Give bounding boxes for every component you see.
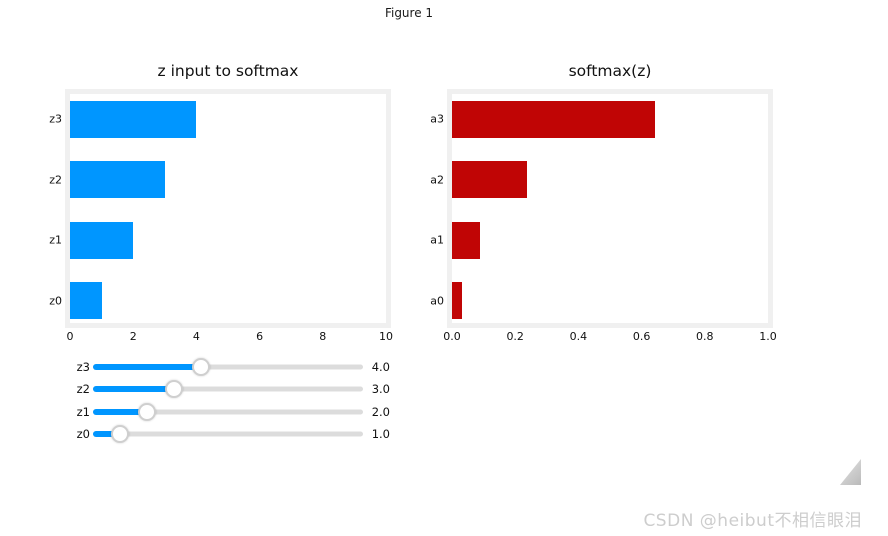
slider-value-z1: 2.0 bbox=[371, 404, 390, 419]
bar-z2 bbox=[70, 161, 165, 198]
ytick-label-z1: z1 bbox=[49, 233, 62, 247]
ytick-label-a3: a3 bbox=[430, 112, 444, 126]
ytick-label-a0: a0 bbox=[430, 294, 444, 307]
xtick-label-8: 8 bbox=[319, 330, 327, 343]
ytick-label-z0: z0 bbox=[49, 294, 62, 307]
xtick-label-0: 0 bbox=[66, 330, 74, 343]
slider-value-z0: 1.0 bbox=[371, 426, 390, 441]
xtick-label-10: 10 bbox=[379, 330, 393, 343]
bar-a1 bbox=[452, 221, 480, 259]
slider-handle-z1[interactable] bbox=[138, 402, 156, 421]
bar-z0 bbox=[70, 282, 102, 319]
resize-handle-icon[interactable] bbox=[840, 459, 861, 485]
left-plot-area bbox=[65, 89, 391, 328]
slider-handle-z0[interactable] bbox=[111, 424, 129, 443]
figure-title: Figure 1 bbox=[384, 6, 434, 20]
slider-fill-z1[interactable] bbox=[93, 408, 147, 415]
bar-a3 bbox=[452, 100, 656, 138]
slider-track-z3[interactable] bbox=[93, 364, 363, 370]
ytick-label-a2: a2 bbox=[430, 173, 444, 186]
slider-track-z2[interactable] bbox=[93, 386, 363, 392]
slider-handle-z2[interactable] bbox=[165, 380, 183, 399]
xtick-label-2: 2 bbox=[129, 330, 137, 343]
ytick-label-a1: a1 bbox=[430, 233, 444, 247]
slider-fill-z0[interactable] bbox=[93, 430, 120, 437]
slider-label-z1: z1 bbox=[76, 404, 90, 419]
bar-a0 bbox=[452, 282, 463, 319]
slider-fill-z3[interactable] bbox=[93, 364, 201, 370]
ytick-label-z2: z2 bbox=[49, 173, 62, 186]
slider-fill-z2[interactable] bbox=[93, 386, 174, 393]
slider-label-z2: z2 bbox=[76, 382, 90, 397]
xtick-label-0.8: 0.8 bbox=[696, 330, 714, 343]
bar-z3 bbox=[70, 100, 197, 138]
xtick-label-1.0: 1.0 bbox=[759, 330, 777, 343]
xtick-label-0.4: 0.4 bbox=[569, 330, 588, 343]
ytick-label-z3: z3 bbox=[49, 112, 62, 126]
slider-handle-z3[interactable] bbox=[192, 358, 210, 376]
xtick-label-0.2: 0.2 bbox=[506, 330, 524, 343]
xtick-label-0.6: 0.6 bbox=[632, 330, 651, 343]
bar-z1 bbox=[70, 221, 134, 259]
right-chart-title: softmax(z) bbox=[568, 62, 652, 80]
xtick-label-4: 4 bbox=[192, 330, 200, 343]
slider-value-z3: 4.0 bbox=[371, 360, 390, 374]
watermark-text: CSDN @heibut不相信眼泪 bbox=[643, 511, 862, 531]
slider-track-z0[interactable] bbox=[93, 431, 363, 437]
xtick-label-6: 6 bbox=[256, 330, 264, 343]
bar-a2 bbox=[452, 161, 527, 198]
slider-label-z3: z3 bbox=[76, 360, 90, 374]
slider-label-z0: z0 bbox=[76, 426, 90, 441]
slider-track-z1[interactable] bbox=[93, 409, 363, 415]
slider-value-z2: 3.0 bbox=[371, 382, 390, 397]
left-chart-title: z input to softmax bbox=[157, 62, 299, 80]
right-plot-area bbox=[447, 89, 773, 328]
xtick-label-0.0: 0.0 bbox=[443, 330, 461, 343]
